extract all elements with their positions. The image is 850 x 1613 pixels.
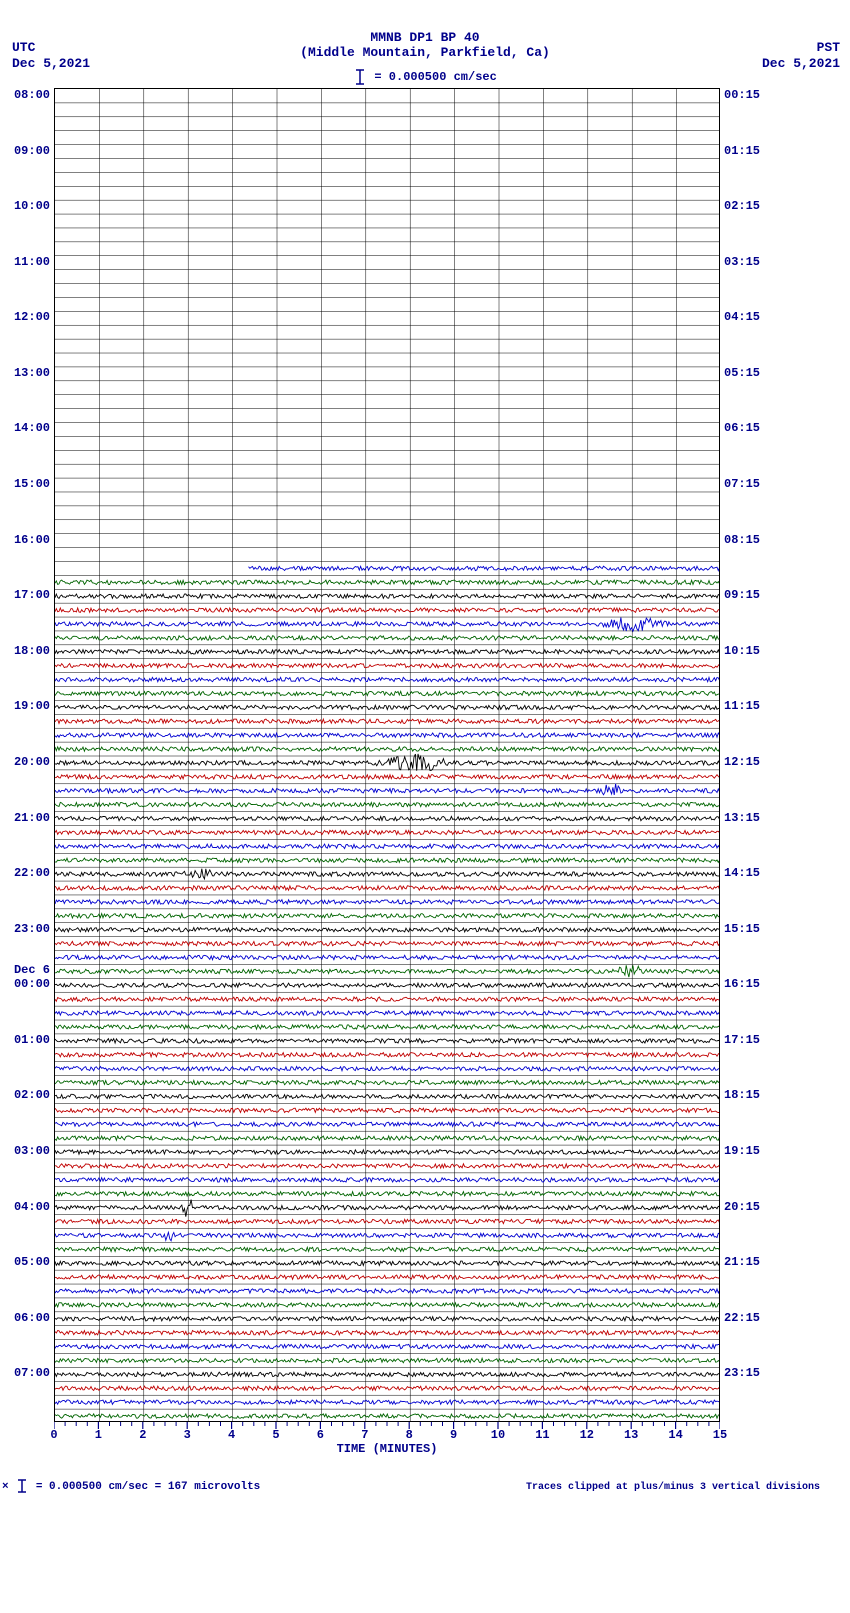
utc-time-label: 21:00 [14,811,50,825]
station-id: MMNB DP1 BP 40 [0,30,850,45]
x-tick-label: 15 [713,1428,727,1442]
seismic-traces [55,89,719,1421]
pst-time-label: 07:15 [724,477,760,491]
utc-time-label: 11:00 [14,255,50,269]
helicorder-plot [54,88,720,1422]
pst-time-label: 08:15 [724,533,760,547]
left-time-axis: 08:00 09:00 10:00 11:00 12:00 13:00 14:00 15:00… [0,88,52,1422]
pst-time-label: 05:15 [724,366,760,380]
x-tick-label: 4 [228,1428,235,1442]
x-tick-label: 7 [361,1428,368,1442]
pst-time-label: 00:15 [724,88,760,102]
date-marker: Dec 6 [14,963,50,977]
x-tick-label: 3 [184,1428,191,1442]
x-tick-label: 2 [139,1428,146,1442]
pst-time-label: 17:15 [724,1033,760,1047]
x-tick-label: 9 [450,1428,457,1442]
x-tick-label: 14 [668,1428,682,1442]
pst-time-label: 20:15 [724,1200,760,1214]
pst-time-label: 09:15 [724,588,760,602]
pst-time-label: 06:15 [724,421,760,435]
utc-time-label: 06:00 [14,1311,50,1325]
pst-time-label: 04:15 [724,310,760,324]
x-tick-label: 0 [50,1428,57,1442]
pst-time-label: 18:15 [724,1088,760,1102]
pst-time-label: 13:15 [724,811,760,825]
left-date: Dec 5,2021 [12,56,90,71]
left-timezone: UTC [12,40,35,55]
pst-time-label: 21:15 [724,1255,760,1269]
utc-time-label: 10:00 [14,199,50,213]
scale-indicator: = 0.000500 cm/sec [0,68,850,86]
utc-time-label: 13:00 [14,366,50,380]
utc-time-label: 04:00 [14,1200,50,1214]
pst-time-label: 15:15 [724,922,760,936]
utc-time-label: 22:00 [14,866,50,880]
utc-time-label: 12:00 [14,310,50,324]
utc-time-label: 20:00 [14,755,50,769]
utc-time-label: 15:00 [14,477,50,491]
utc-time-label: 07:00 [14,1366,50,1380]
plot-header: MMNB DP1 BP 40 (Middle Mountain, Parkfie… [0,30,850,86]
pst-time-label: 10:15 [724,644,760,658]
x-axis: TIME (MINUTES) 0123456789101112131415 [54,1422,720,1462]
pst-time-label: 23:15 [724,1366,760,1380]
x-tick-label: 12 [580,1428,594,1442]
footer-note: Traces clipped at plus/minus 3 vertical … [526,1482,820,1493]
x-tick-label: 8 [406,1428,413,1442]
pst-time-label: 11:15 [724,699,760,713]
utc-time-label: 02:00 [14,1088,50,1102]
utc-time-label: 09:00 [14,144,50,158]
utc-time-label: 19:00 [14,699,50,713]
right-timezone: PST [817,40,840,55]
utc-time-label: 14:00 [14,421,50,435]
footer-scale: × = 0.000500 cm/sec = 167 microvolts [2,1479,260,1493]
utc-time-label: 05:00 [14,1255,50,1269]
pst-time-label: 22:15 [724,1311,760,1325]
pst-time-label: 14:15 [724,866,760,880]
utc-time-label: 00:00 [14,977,50,991]
station-location: (Middle Mountain, Parkfield, Ca) [0,45,850,60]
utc-time-label: 16:00 [14,533,50,547]
pst-time-label: 12:15 [724,755,760,769]
x-tick-label: 5 [272,1428,279,1442]
pst-time-label: 01:15 [724,144,760,158]
utc-time-label: 23:00 [14,922,50,936]
x-tick-label: 11 [535,1428,549,1442]
x-tick-label: 1 [95,1428,102,1442]
x-tick-label: 6 [317,1428,324,1442]
pst-time-label: 19:15 [724,1144,760,1158]
x-tick-label: 10 [491,1428,505,1442]
pst-time-label: 03:15 [724,255,760,269]
pst-time-label: 02:15 [724,199,760,213]
utc-time-label: 03:00 [14,1144,50,1158]
utc-time-label: 01:00 [14,1033,50,1047]
pst-time-label: 16:15 [724,977,760,991]
x-axis-label: TIME (MINUTES) [54,1442,720,1456]
utc-time-label: 08:00 [14,88,50,102]
scale-text: = 0.000500 cm/sec [367,70,497,84]
right-time-axis: 00:15 01:15 02:15 03:15 04:15 05:15 06:15 07:15… [722,88,842,1422]
x-tick-label: 13 [624,1428,638,1442]
right-date: Dec 5,2021 [762,56,840,71]
utc-time-label: 17:00 [14,588,50,602]
utc-time-label: 18:00 [14,644,50,658]
